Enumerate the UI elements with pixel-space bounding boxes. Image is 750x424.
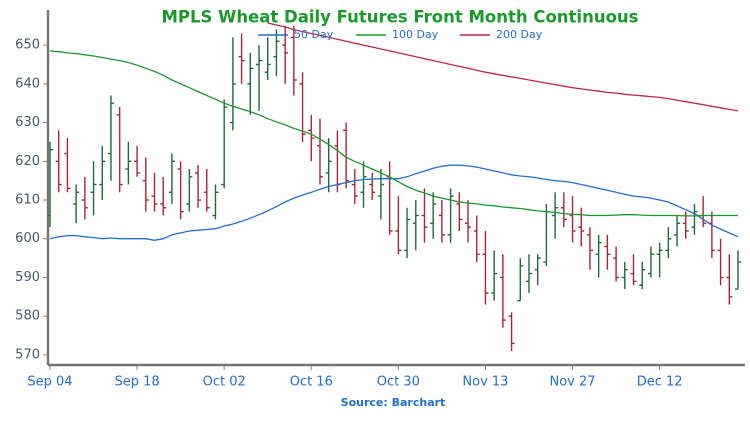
x-tick-label: Sep 04 bbox=[27, 375, 72, 390]
ma-line bbox=[49, 50, 738, 217]
x-tick-label: Oct 16 bbox=[290, 375, 333, 390]
y-tick-label: 630 bbox=[15, 115, 40, 130]
y-tick-label: 640 bbox=[15, 76, 40, 91]
chart-title: MPLS Wheat Daily Futures Front Month Con… bbox=[161, 8, 638, 27]
x-tick-label: Nov 27 bbox=[550, 375, 596, 390]
legend-label: 200 Day bbox=[496, 28, 543, 41]
ma-line bbox=[49, 164, 739, 241]
y-tick-label: 650 bbox=[15, 38, 40, 53]
y-tick-label: 570 bbox=[15, 347, 40, 362]
legend-label: 100 Day bbox=[392, 28, 439, 41]
y-tick-label: 590 bbox=[15, 270, 40, 285]
source-note: Source: Barchart bbox=[341, 396, 446, 409]
y-tick-label: 600 bbox=[15, 231, 40, 246]
y-tick-label: 620 bbox=[15, 154, 40, 169]
legend-label: 50 Day bbox=[294, 28, 334, 41]
x-tick-label: Nov 13 bbox=[462, 375, 508, 390]
y-tick-label: 610 bbox=[15, 193, 40, 208]
x-tick-label: Sep 18 bbox=[114, 375, 159, 390]
plot-marks bbox=[48, 22, 741, 352]
x-tick-label: Oct 02 bbox=[203, 375, 246, 390]
x-tick-label: Dec 12 bbox=[637, 375, 683, 390]
ma-line bbox=[267, 22, 739, 112]
y-tick-label: 580 bbox=[15, 309, 40, 324]
x-tick-label: Oct 30 bbox=[377, 375, 420, 390]
